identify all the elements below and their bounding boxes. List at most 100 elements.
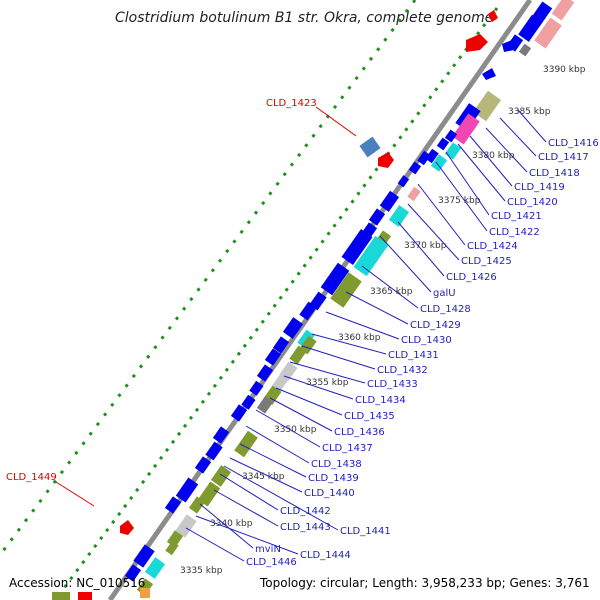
cds-feature[interactable] [297,329,315,349]
gene-label-leader-line [311,333,387,355]
gene-label-leader-line [223,465,339,531]
cds-feature-1449[interactable] [120,520,134,535]
cds-feature[interactable] [430,154,448,172]
cds-feature[interactable] [256,364,274,382]
cds-feature[interactable] [397,175,410,188]
cds-feature[interactable] [140,588,150,598]
cds-feature[interactable] [472,90,502,122]
cds-feature-1423[interactable] [359,136,381,158]
cds-feature[interactable] [379,190,400,212]
gene-label[interactable]: CLD_1425 [461,256,512,267]
cds-feature[interactable] [210,465,232,487]
cds-feature[interactable] [175,514,197,538]
gene-label[interactable]: CLD_1428 [420,304,471,315]
cds-feature[interactable] [452,113,480,145]
cds-feature[interactable] [271,373,289,393]
gene-label[interactable]: CLD_1421 [491,211,542,222]
gene-label[interactable]: CLD_1435 [344,411,395,422]
gene-label-leader-line [199,503,254,549]
cds-feature[interactable] [78,592,92,600]
cds-feature[interactable] [407,186,421,202]
gene-label[interactable]: CLD_1423 [266,98,317,109]
gene-label-leader-line [275,387,343,416]
gene-label[interactable]: galU [433,288,456,299]
cds-feature[interactable] [230,404,248,422]
map-title: Clostridium botulinum B1 str. Okra, comp… [115,10,493,26]
gene-label-leader-line [255,409,321,448]
gene-label[interactable]: CLD_1426 [446,272,497,283]
gene-label[interactable]: CLD_1440 [304,488,355,499]
cds-feature[interactable] [408,161,422,175]
gene-label[interactable]: mviN [255,544,281,555]
gene-label[interactable]: CLD_1433 [367,379,418,390]
gene-label[interactable]: CLD_1432 [377,365,428,376]
gene-label[interactable]: CLD_1429 [410,320,461,331]
gene-label[interactable]: CLD_1431 [388,350,439,361]
gene-label[interactable]: CLD_1442 [280,506,331,517]
cds-feature-red-top[interactable] [466,34,488,52]
cds-feature[interactable] [299,301,317,321]
cds-feature[interactable] [272,336,290,354]
gene-label[interactable]: CLD_1439 [308,473,359,484]
cds-feature[interactable] [444,129,458,143]
gene-label[interactable]: CLD_1430 [401,335,452,346]
cds-feature[interactable] [444,142,462,160]
cds-feature[interactable] [282,317,304,339]
kbp-tick-label: 3390 kbp [543,65,586,75]
gene-label-leader-line [345,291,409,325]
cds-feature[interactable] [518,14,543,42]
cds-feature[interactable] [482,68,496,80]
gene-label-leader-line [55,481,95,507]
gene-label[interactable]: CLD_1418 [529,168,580,179]
cds-feature[interactable] [264,348,282,366]
cds-feature[interactable] [330,272,362,308]
cds-feature[interactable] [144,557,166,579]
cds-feature[interactable] [341,229,373,265]
cds-feature[interactable] [551,0,575,21]
cds-feature[interactable] [249,380,264,396]
cds-feature[interactable] [368,208,386,226]
cds-feature[interactable] [164,496,182,514]
cds-feature[interactable] [417,150,431,166]
gene-label-leader-line [229,457,303,493]
gene-label[interactable]: CLD_1444 [300,550,351,561]
gene-label[interactable]: CLD_1419 [514,182,565,193]
gene-label[interactable]: CLD_1446 [246,557,297,568]
cds-feature[interactable] [175,477,199,503]
cds-feature[interactable] [388,205,410,227]
cds-feature[interactable] [188,496,206,514]
gene-label[interactable]: CLD_1438 [311,459,362,470]
cds-feature[interactable] [234,430,258,458]
cds-feature[interactable] [133,544,155,568]
gene-label[interactable]: CLD_1443 [280,522,331,533]
gene-label[interactable]: CLD_1434 [355,395,406,406]
cds-feature[interactable] [194,456,212,474]
cds-feature[interactable] [212,426,230,444]
cds-feature[interactable] [197,481,221,507]
cds-feature[interactable] [124,564,142,582]
gene-label[interactable]: CLD_1416 [548,138,599,149]
cds-feature[interactable] [165,540,179,556]
cds-feature[interactable] [534,17,562,49]
cds-feature[interactable] [502,40,514,52]
gene-label[interactable]: CLD_1449 [6,472,57,483]
cds-feature[interactable] [289,345,307,365]
gene-label[interactable]: CLD_1436 [334,427,385,438]
cds-feature[interactable] [52,592,70,600]
gene-label[interactable]: CLD_1424 [467,241,518,252]
cds-feature[interactable] [241,394,256,410]
gene-label-leader-line [435,161,488,232]
cds-feature[interactable] [256,396,274,414]
small-red-top[interactable] [488,10,498,22]
cds-feature[interactable] [425,148,439,164]
cds-feature-red-mid[interactable] [378,152,394,168]
cds-feature[interactable] [518,43,532,57]
cds-feature[interactable] [436,137,450,151]
cds-feature[interactable] [320,262,350,296]
gene-label[interactable]: CLD_1417 [538,152,589,163]
gene-label[interactable]: CLD_1441 [340,526,391,537]
gene-label[interactable]: CLD_1437 [322,443,373,454]
gene-label[interactable]: CLD_1422 [489,227,540,238]
gene-label[interactable]: CLD_1420 [507,197,558,208]
cds-feature[interactable] [205,441,223,461]
